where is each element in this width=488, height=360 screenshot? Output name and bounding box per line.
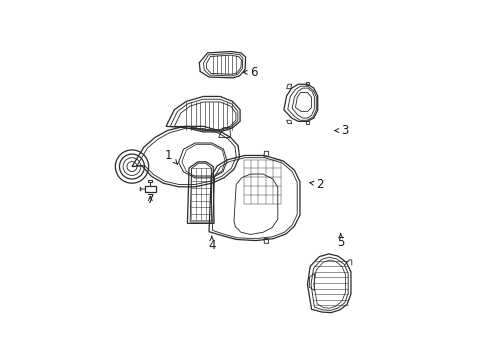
Text: 4: 4: [207, 236, 215, 252]
Text: 6: 6: [243, 66, 258, 79]
Text: 1: 1: [165, 149, 177, 164]
Text: 7: 7: [146, 193, 154, 206]
Text: 5: 5: [336, 234, 344, 249]
Text: 3: 3: [334, 124, 348, 137]
Text: 2: 2: [309, 178, 323, 191]
